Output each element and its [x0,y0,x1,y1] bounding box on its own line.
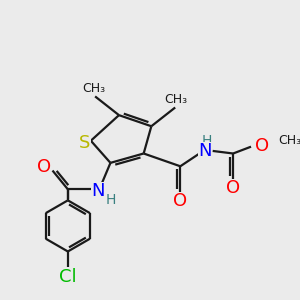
Text: H: H [202,134,212,148]
Text: N: N [198,142,212,160]
Text: S: S [79,134,91,152]
Text: CH₃: CH₃ [164,93,188,106]
Text: Cl: Cl [59,268,77,286]
Text: O: O [255,137,269,155]
Text: H: H [105,193,116,206]
Text: O: O [173,192,188,210]
Text: CH₃: CH₃ [278,134,300,147]
Text: CH₃: CH₃ [83,82,106,95]
Text: O: O [37,158,51,176]
Text: N: N [91,182,104,200]
Text: O: O [226,179,240,197]
